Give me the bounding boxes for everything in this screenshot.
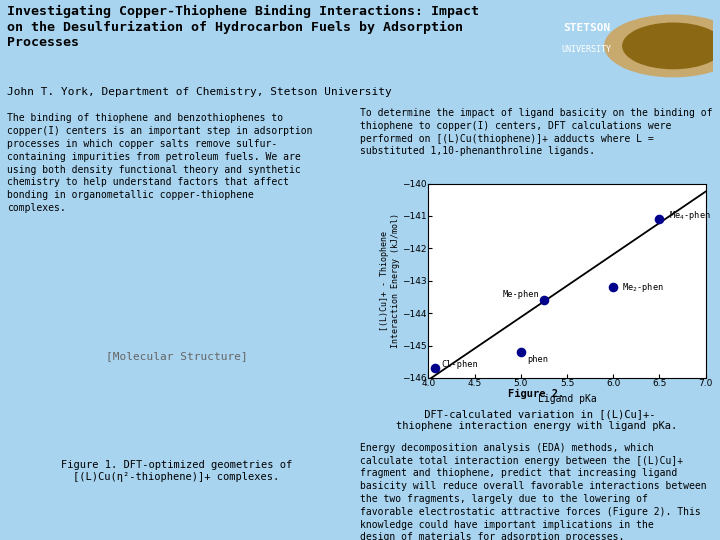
Text: [Molecular Structure]: [Molecular Structure] [106,352,247,361]
Circle shape [623,23,720,69]
Text: Figure 2.: Figure 2. [508,389,564,399]
Text: Me-phen: Me-phen [503,290,539,299]
Text: To determine the impact of ligand basicity on the binding of
thiophene to copper: To determine the impact of ligand basici… [360,108,713,157]
Point [429,364,441,373]
Text: Investigating Copper-Thiophene Binding Interactions: Impact
on the Desulfurizati: Investigating Copper-Thiophene Binding I… [7,5,480,49]
Text: Cl-phen: Cl-phen [441,360,478,369]
Text: UNIVERSITY: UNIVERSITY [562,45,612,55]
Text: Figure 1. DFT-optimized geometries of
[(L)Cu(η²-thiophene)]+ complexes.: Figure 1. DFT-optimized geometries of [(… [60,460,292,482]
Text: STETSON: STETSON [563,23,611,33]
Point [608,283,619,292]
X-axis label: Ligand pKa: Ligand pKa [538,394,596,404]
Text: Me$_2$-phen: Me$_2$-phen [622,281,665,294]
Circle shape [605,15,720,77]
Y-axis label: [(L)Cu]+ - Thiophene
Interaction Energy (kJ/mol): [(L)Cu]+ - Thiophene Interaction Energy … [380,213,400,348]
Point [515,348,526,356]
Point [538,296,549,305]
Text: Energy decomposition analysis (EDA) methods, which
calculate total interaction e: Energy decomposition analysis (EDA) meth… [360,443,706,540]
Text: The binding of thiophene and benzothiophenes to
copper(I) centers is an importan: The binding of thiophene and benzothioph… [7,113,312,213]
Text: John T. York, Department of Chemistry, Stetson University: John T. York, Department of Chemistry, S… [7,87,392,97]
Point [654,215,665,224]
Text: phen: phen [527,355,548,364]
Text: DFT-calculated variation in [(L)Cu]+-
thiophene interaction energy with ligand p: DFT-calculated variation in [(L)Cu]+- th… [396,409,677,431]
Text: Me$_4$-phen: Me$_4$-phen [669,209,711,222]
